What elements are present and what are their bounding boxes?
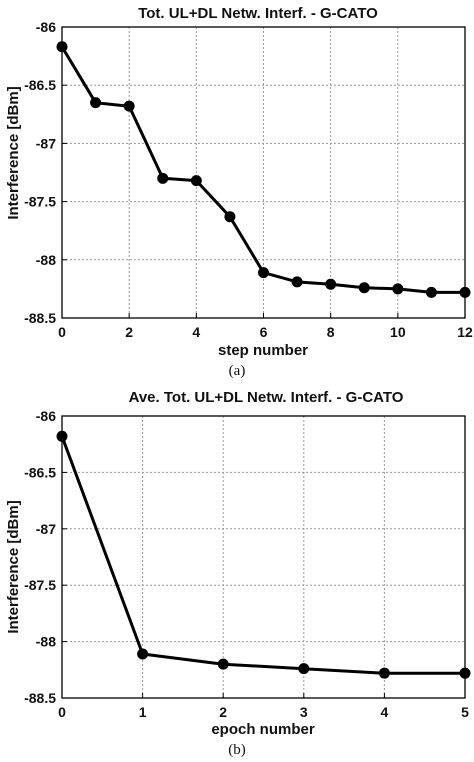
chart-b-x-ticks: 0 1 2 3 4 5: [58, 693, 469, 720]
chart-b-y-tick-label: -88: [36, 634, 56, 650]
chart-b-x-tick-label: 3: [300, 704, 308, 720]
chart-a-data-point-3: [157, 172, 169, 184]
chart-b-title: Ave. Tot. UL+DL Netw. Interf. - G-CATO: [129, 389, 404, 406]
chart-b-data-point-4: [378, 667, 390, 679]
chart-b-y-tick-label: -86.5: [24, 464, 56, 480]
chart-a-data-point-11: [425, 286, 437, 298]
chart-a-x-tick-label: 10: [390, 324, 406, 340]
chart-a-x-ticks: 0 2 4 6 8 10 12: [58, 313, 473, 340]
chart-a-data-point-6: [258, 267, 269, 279]
chart-a-y-tick-label: -86: [36, 19, 56, 35]
chart-b-data-point-0: [56, 430, 68, 442]
chart-a-y-tick-label: -88.5: [24, 310, 56, 326]
chart-b-grid: [62, 416, 465, 698]
chart-a-y-axis-label: Interference [dBm]: [5, 86, 22, 219]
chart-b-markers: [56, 430, 471, 679]
chart-b-x-axis-label: epoch number: [211, 721, 315, 738]
chart-a-y-tick-label: -86.5: [24, 77, 56, 93]
chart-a: Tot. UL+DL Netw. Interf. - G-CATO -86-86…: [5, 5, 473, 379]
chart-b: Ave. Tot. UL+DL Netw. Interf. - G-CATO -…: [5, 389, 471, 758]
chart-a-data-point-1: [90, 97, 102, 109]
chart-b-y-tick-label: -87.5: [24, 577, 56, 593]
chart-a-data-point-9: [358, 282, 370, 294]
chart-b-y-tick-label: -88.5: [24, 690, 56, 706]
chart-b-caption: (b): [228, 742, 246, 758]
chart-a-x-tick-label: 0: [58, 324, 66, 340]
chart-a-markers: [56, 41, 471, 298]
chart-b-x-tick-label: 4: [381, 704, 389, 720]
chart-b-data-point-2: [217, 658, 229, 670]
chart-b-series-line: [60, 435, 465, 675]
chart-a-x-tick-label: 2: [125, 324, 133, 340]
chart-a-grid: [62, 27, 465, 318]
chart-a-x-tick-label: 6: [260, 324, 268, 340]
chart-a-x-tick-label: 8: [327, 324, 335, 340]
chart-a-y-tick-label: -88: [36, 252, 56, 268]
chart-b-y-ticks: -86 -86.5 -87 -87.5 -88 -88.5: [24, 408, 67, 706]
chart-b-data-point-3: [298, 663, 310, 675]
chart-a-y-ticks: -86 -86.5 -87 -87.5 -88 -88.5: [24, 19, 67, 326]
chart-b-x-tick-label: 0: [58, 704, 66, 720]
chart-b-y-tick-label: -87: [36, 521, 56, 537]
chart-b-y-tick-label: -86: [36, 408, 56, 424]
chart-a-data-point-10: [392, 283, 404, 295]
chart-b-data-point-1: [137, 648, 149, 660]
chart-b-data-point-5: [459, 667, 471, 679]
chart-a-x-axis-label: step number: [218, 342, 308, 359]
chart-b-x-tick-label: 2: [219, 704, 227, 720]
chart-b-y-axis-label: Interference [dBm]: [5, 500, 22, 633]
chart-a-caption: (a): [229, 363, 246, 379]
chart-a-title: Tot. UL+DL Netw. Interf. - G-CATO: [138, 5, 378, 22]
chart-b-x-tick-label: 1: [139, 704, 147, 720]
chart-a-x-tick-label: 12: [457, 324, 473, 340]
chart-a-data-point-7: [291, 276, 303, 288]
chart-a-data-point-8: [325, 278, 337, 290]
chart-a-y-tick-label: -87: [36, 135, 56, 151]
chart-a-data-point-2: [123, 100, 135, 112]
chart-a-data-point-0: [56, 41, 68, 53]
chart-a-data-point-12: [459, 286, 471, 298]
chart-b-plot-area: [61, 415, 466, 699]
chart-a-data-point-5: [224, 211, 236, 223]
chart-a-x-tick-label: 4: [192, 324, 200, 340]
chart-a-y-tick-label: -87.5: [24, 194, 56, 210]
chart-b-x-tick-label: 5: [461, 704, 469, 720]
chart-a-data-point-4: [190, 175, 202, 187]
